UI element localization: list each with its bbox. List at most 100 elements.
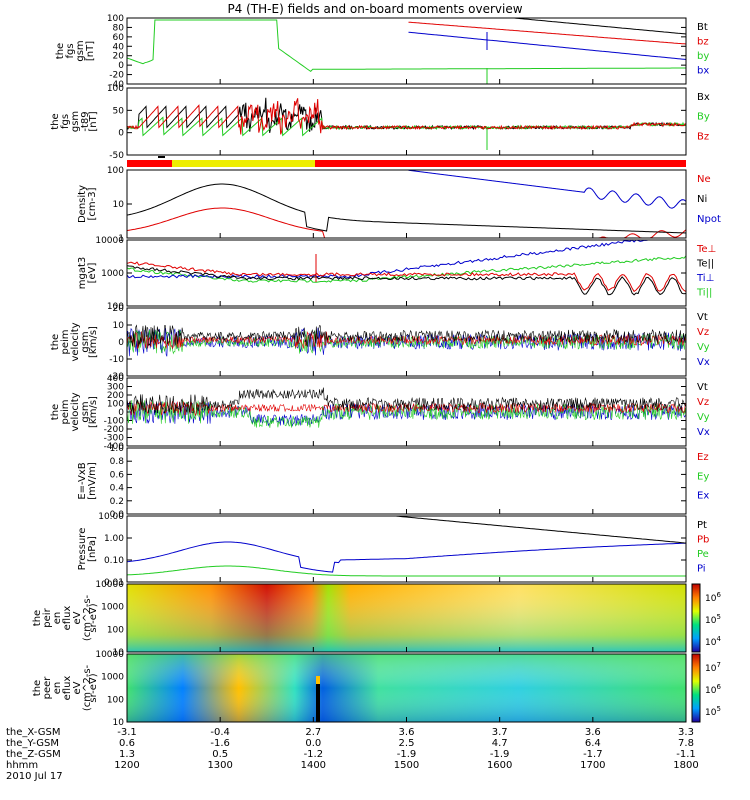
legend-pb: Pb	[697, 535, 709, 546]
xaxis-row-value: -1.6	[210, 738, 230, 749]
y-axis-label: peir	[42, 607, 53, 627]
y-axis-label: [cm-3]	[87, 187, 98, 220]
ytick-label: -10	[109, 355, 124, 365]
xaxis-row-value: -1.1	[676, 749, 696, 760]
ytick-label: 10.00	[98, 512, 124, 522]
legend-ne: Ne	[697, 174, 711, 185]
trace-temp0	[126, 255, 687, 283]
ytick-label: 1000	[101, 269, 124, 279]
xaxis-row-label: the_Z-GSM	[6, 749, 61, 760]
legend-ni: Ni	[697, 194, 707, 205]
legend-vy: Vy	[697, 342, 710, 353]
ytick-label: 20	[113, 304, 125, 314]
legend-vz: Vz	[697, 397, 709, 408]
ytick-label: 100	[107, 625, 124, 635]
colorbar-tick: 105	[705, 613, 721, 626]
y-axis-label: gsm	[80, 331, 91, 352]
legend-vt: Vt	[697, 382, 708, 393]
y-axis-label: eflux	[62, 676, 73, 701]
ytick-label: 100	[107, 84, 124, 94]
legend-bx: Bx	[697, 92, 710, 103]
ytick-label: -400	[104, 442, 125, 452]
y-axis-label: peer	[42, 676, 53, 700]
y-axis-label: Pressure	[77, 528, 88, 571]
y-axis-label: (cm^2-s-	[82, 594, 93, 641]
xaxis-row-value: 4.7	[492, 738, 508, 749]
xaxis-row-value: 3.6	[585, 727, 601, 738]
xaxis-row-value: 1500	[394, 760, 419, 771]
colorbar-tick: 106	[705, 683, 721, 696]
xaxis-row-value: 2.7	[305, 727, 321, 738]
ytick-label: 100	[107, 14, 124, 24]
ytick-label: 1.0	[110, 444, 125, 454]
legend-bx: bx	[697, 66, 709, 77]
y-axis-label: [nPa]	[87, 536, 98, 562]
ytick-label: -20	[109, 71, 124, 81]
legend-vt: Vt	[697, 312, 708, 323]
ytick-label: 1000	[101, 673, 124, 683]
ytick-label: 100	[107, 400, 124, 410]
trace-temp2	[126, 265, 687, 296]
spectrogram-peer-shade	[127, 654, 686, 722]
ytick-label: 0.8	[110, 457, 125, 467]
ytick-label: 0.01	[104, 578, 124, 588]
trace-bx	[408, 31, 687, 60]
xaxis-row-value: -1.9	[397, 749, 417, 760]
xaxis-row-value: 0.5	[212, 749, 228, 760]
trace-bt	[408, 17, 687, 35]
ytick-label: 10000	[95, 650, 124, 660]
y-axis-label: eV	[72, 681, 83, 694]
ytick-label: 60	[113, 33, 125, 43]
ytick-label: 0	[118, 129, 124, 139]
ytick-label: -300	[104, 434, 125, 444]
ytick-label: 400	[107, 374, 124, 384]
trace-v3	[126, 387, 687, 414]
xaxis-row-value: -0.4	[210, 727, 230, 738]
y-axis-label: gsm	[75, 40, 86, 61]
y-axis-label: fgs	[60, 114, 71, 129]
colorbar	[691, 583, 701, 653]
xaxis-row-value: 1.3	[119, 749, 135, 760]
y-axis-label: sr-eV)	[88, 673, 99, 702]
y-axis-label: the	[55, 43, 66, 59]
legend-ey: Ey	[697, 471, 709, 482]
spectrogram-peir-shade	[127, 584, 686, 652]
mode-bar-yellow	[172, 160, 315, 167]
xaxis-row-value: 0.0	[305, 738, 321, 749]
legend-pe: Pe	[697, 549, 709, 560]
trace-by	[126, 19, 686, 73]
legend-vy: Vy	[697, 412, 710, 423]
ytick-label: 300	[107, 383, 124, 393]
legend-by: by	[697, 51, 709, 62]
ytick-label: -200	[104, 425, 125, 435]
legend-vx: Vx	[697, 427, 710, 438]
date-label: 2010 Jul 17	[6, 771, 63, 782]
y-axis-label: gsm	[80, 401, 91, 422]
ytick-label: 80	[113, 23, 125, 33]
ytick-label: 0.4	[110, 484, 125, 494]
y-axis-label: [mV/m]	[87, 462, 98, 500]
trace-npot	[408, 169, 687, 209]
y-axis-label: the	[32, 680, 43, 696]
y-axis-label: mgat3	[77, 257, 88, 290]
legend-te: Te||	[696, 259, 714, 270]
y-axis-label: [km/s]	[88, 326, 99, 358]
panel-frame	[126, 447, 687, 515]
ytick-label: 10000	[95, 580, 124, 590]
xaxis-row-label: the_X-GSM	[6, 727, 60, 738]
xaxis-row-value: -1.9	[490, 749, 510, 760]
ytick-label: 0.0	[110, 510, 125, 520]
xaxis-row-value: 1700	[580, 760, 605, 771]
ytick-label: 100	[107, 302, 124, 312]
panel-frame	[126, 87, 687, 156]
y-axis-label: [nT]	[88, 111, 99, 131]
xaxis-row-label: hhmm	[6, 760, 38, 771]
mode-bar	[127, 160, 686, 167]
panel-frame	[126, 169, 687, 239]
xaxis-row-value: 0.6	[119, 738, 135, 749]
y-axis-label: en	[52, 682, 63, 695]
trace-v3	[126, 324, 687, 348]
xaxis-row-value: 7.8	[678, 738, 694, 749]
y-axis-label: the	[50, 334, 61, 350]
